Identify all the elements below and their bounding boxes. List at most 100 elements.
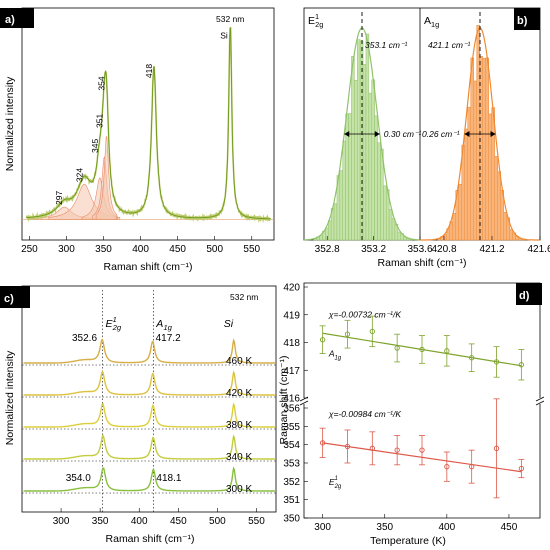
- panel-b-hist-bar: [388, 208, 393, 241]
- panel-d-break-mark: [299, 396, 309, 402]
- panel-d-xtick-label: 350: [376, 522, 393, 533]
- panel-a-plot: 250 300 350 400 450 500 550 297 324 345 351 354 418 S…: [21, 26, 274, 255]
- panel-c-xtick-label: 550: [248, 516, 265, 527]
- panel-d-xlabel: Temperature (K): [370, 535, 446, 547]
- panel-b-fwhm-label: 0.30 cm⁻¹: [384, 129, 422, 139]
- panel-b-hist-bar: [362, 64, 367, 241]
- panel-a-xtick-label: 300: [58, 244, 75, 255]
- panel-c-ylabel: Normalized intensity: [4, 350, 16, 445]
- panel-d-xtick-label: 400: [438, 522, 455, 533]
- panel-b-hist-bar: [354, 80, 358, 241]
- panel-d-data-point: [344, 443, 351, 450]
- panel-c: 300 350 400 450 500 550 E1 2g A1g Si 460 K 420 K 380…: [0, 285, 277, 545]
- panel-d-ytick-label: 352: [283, 477, 300, 488]
- panel-b-fwhm-label: 0.26 cm⁻¹: [422, 129, 460, 139]
- panel-b-fwhm-arrow-left: [464, 131, 470, 137]
- panel-c-spectrum-line: [23, 402, 275, 428]
- panel-d-xtick-label: 300: [314, 522, 331, 533]
- panel-c-xtick-label: 450: [170, 516, 187, 527]
- panel-b-hist-bar: [365, 33, 370, 241]
- panel-b-hist-bar: [482, 58, 487, 241]
- panel-d-data-point: [369, 445, 375, 451]
- panel-d-data-point: [394, 447, 400, 453]
- panel-d-ytick-label: 353: [283, 459, 300, 470]
- panel-b-label-box: [514, 8, 540, 30]
- panel-a: 250 300 350 400 450 500 550 297 324 345 351 354 418 S…: [0, 7, 275, 273]
- panel-b-hist-bar: [342, 140, 346, 241]
- panel-d-ytick-label: 420: [283, 283, 300, 294]
- panel-b-hist-bar: [391, 218, 396, 241]
- panel-d-xtick-label: 450: [501, 522, 518, 533]
- panel-b-mode-label: E1 2g: [308, 12, 323, 29]
- panel-c-xtick-label: 500: [209, 516, 226, 527]
- panel-a-xtick-label: 250: [21, 244, 38, 255]
- panel-b-hist-bar: [325, 227, 329, 241]
- panel-b-fwhm-arrow-right: [374, 131, 380, 137]
- panel-c-series-label: 460 K: [226, 356, 252, 367]
- panel-a-peak-label: 351: [94, 114, 104, 128]
- panel-a-peak-label: 418: [144, 64, 154, 78]
- panel-c-label-box: [0, 286, 30, 308]
- panel-a-xtick-label: 500: [206, 244, 223, 255]
- panel-b-hist-bar: [494, 156, 499, 241]
- panel-b-mode-label: A1g: [424, 15, 439, 29]
- panel-a-xtick-label: 400: [132, 244, 149, 255]
- panel-b-hist-bar: [509, 229, 514, 241]
- panel-b-hist-bar: [327, 220, 332, 241]
- panel-c-xlabel: Raman shift (cm⁻¹): [106, 533, 195, 545]
- panel-a-fit-line: [26, 27, 271, 220]
- panel-d-data-point: [469, 464, 475, 470]
- panel-a-peak-label: 345: [90, 139, 100, 153]
- panel-b-hist-bar: [485, 57, 490, 241]
- panel-b-hist-bar: [377, 142, 381, 241]
- panel-b-hist-bar: [467, 106, 472, 241]
- panel-d-data-point: [518, 465, 525, 472]
- panel-b-xtick-label: 421.2: [479, 244, 504, 255]
- panel-b-hist-bar: [351, 56, 355, 241]
- panel-a-peak-label: 324: [74, 168, 84, 182]
- panel-c-series-label: 340 K: [226, 452, 252, 463]
- panel-b-plot: 352.8 353.2 353.6 E1 2g 353.1 cm⁻¹ 0.30 cm⁻¹ 42…: [303, 12, 550, 255]
- panel-c-xtick-label: 400: [131, 516, 148, 527]
- panel-b-hist-bar: [503, 211, 508, 241]
- panel-d-ytick-label: 417: [283, 366, 300, 377]
- panel-d-break-mark: [299, 400, 309, 406]
- panel-b-xtick-label: 421.6: [527, 244, 550, 255]
- panel-d-series-label: E1 2g: [329, 476, 342, 490]
- panel-b-mean-label: 353.1 cm⁻¹: [365, 40, 407, 50]
- panel-c-peak-value-label: 418.1: [156, 473, 181, 484]
- panel-b-hist-bar: [473, 80, 478, 241]
- panel-b-fwhm-arrow-left: [344, 131, 350, 137]
- panel-d-slope-label: χ=-0.00984 cm⁻¹/K: [328, 409, 402, 419]
- panel-d-plot: 416 417 418 419 420 350 351 352 353 354 355 356 300 3…: [283, 283, 545, 533]
- panel-a-peak-label: Si: [220, 31, 228, 41]
- panel-a-frame: [21, 7, 275, 241]
- panel-d-data-point: [369, 328, 375, 335]
- panel-b-xtick-label: 420.8: [431, 244, 456, 255]
- panel-c-xtick-label: 350: [92, 516, 109, 527]
- panel-d-break-mark: [535, 396, 545, 402]
- panel-d-data-point: [344, 331, 351, 337]
- panel-d-ytick-label: 356: [283, 404, 300, 415]
- panel-d-ytick-label: 351: [283, 495, 300, 506]
- panel-b-fwhm-arrow-right: [490, 131, 496, 137]
- panel-a-laser-label: 532 nm: [216, 14, 244, 24]
- panel-a-xtick-label: 350: [95, 244, 112, 255]
- panel-b-hist-bar: [339, 170, 343, 241]
- panel-d-lower-frame: [303, 404, 541, 519]
- panel-a-xtick-label: 550: [243, 244, 260, 255]
- panel-b-hist-bar: [356, 39, 361, 241]
- panel-b-hist-bar: [470, 57, 475, 241]
- panel-d-data-point: [419, 447, 425, 453]
- panel-a-xtick-label: 450: [169, 244, 186, 255]
- panel-b-hist-bar: [476, 25, 481, 241]
- panel-c-xtick-label: 300: [53, 516, 70, 527]
- panel-c-frame: [21, 285, 277, 513]
- panel-c-peak-value-label: 417.2: [156, 333, 181, 344]
- panel-d-data-point: [493, 359, 500, 365]
- panel-d-ytick-label: 416: [283, 394, 300, 405]
- panel-a-ylabel: Normalized intensity: [4, 76, 16, 171]
- panel-a-peak-label: 297: [54, 191, 64, 205]
- panel-d-ytick-label: 419: [283, 310, 300, 321]
- panel-d-ytick-label: 418: [283, 338, 300, 349]
